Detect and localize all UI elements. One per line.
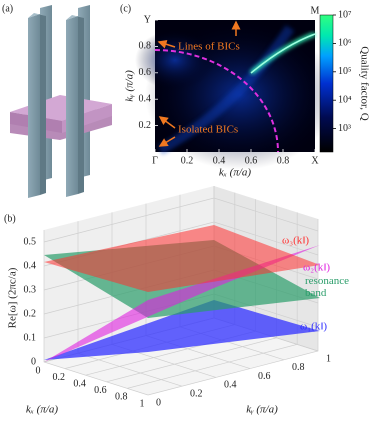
colorbar-label: Quality factor, Q <box>358 46 370 120</box>
series-label: ω₂(k‖) <box>303 262 330 274</box>
contour <box>154 49 279 153</box>
z-tick-label: 0.5 <box>24 236 37 247</box>
panel-label: (c) <box>120 3 131 14</box>
y-tick-label: 0.8 <box>139 41 152 52</box>
y-tick-label: 0.6 <box>139 67 152 78</box>
colorbar-tick-label: 10⁶ <box>338 38 352 49</box>
y-tick-label: 1 <box>326 353 331 364</box>
z-tick-label: 0.1 <box>24 332 37 343</box>
y-tick-label: 0.2 <box>190 388 203 399</box>
annotation-arrows <box>157 20 241 147</box>
y-axis-label: kᵧ (π/a) <box>246 404 278 416</box>
series-label: ω₁(k‖) <box>300 321 327 333</box>
colorbar-tick-label: 10⁵ <box>338 66 352 77</box>
z-axis-label: Re[ω] (2πc/a) <box>7 267 19 328</box>
bic-line <box>250 33 316 74</box>
colorbar-tick-label: 10⁴ <box>338 94 352 105</box>
y-axis-label: kᵧ (π/a) <box>124 70 136 102</box>
x-axis-label: kₓ (π/a) <box>219 167 251 179</box>
x-tick-label: 0.6 <box>94 385 107 396</box>
structure-illustration <box>10 5 112 198</box>
heatmap-panel <box>135 14 335 170</box>
z-tick-label: 0 <box>31 356 36 367</box>
z-tick-label: 0.3 <box>24 284 37 295</box>
heatmap-band <box>157 25 295 155</box>
x-tick-label: X <box>311 155 319 166</box>
y-tick-label: 0.4 <box>224 380 237 391</box>
x-tick-label: Γ <box>152 155 158 166</box>
colorbar-tick-label: 10³ <box>338 123 351 134</box>
x-tick-label: 0.2 <box>53 372 66 383</box>
y-tick-label: 0.6 <box>258 371 271 382</box>
series-label: ω₃(k‖) <box>282 235 309 247</box>
y-tick-label: 0 <box>156 397 161 408</box>
heatmap-glow <box>135 30 215 90</box>
z-tick-label: 0.4 <box>24 260 37 271</box>
y-tick-label: 0.4 <box>139 93 152 104</box>
colorbar <box>319 14 334 153</box>
surface <box>44 225 320 292</box>
x-tick-label: 0.4 <box>213 155 226 166</box>
panel-label: (b) <box>4 213 16 224</box>
annotation: Isolated BICs <box>178 124 238 136</box>
x-tick-label: 0.6 <box>245 155 258 166</box>
x-tick-label: 0.4 <box>73 378 86 389</box>
corner-label: M <box>311 5 320 16</box>
x-axis-label: kₓ (π/a) <box>26 404 58 416</box>
y-tick-label: Y <box>144 14 151 25</box>
surfaces <box>44 225 320 362</box>
x-tick-label: 0 <box>36 365 41 376</box>
x-tick-label: 1 <box>140 398 145 409</box>
panel-label: (a) <box>2 3 13 14</box>
y-tick-label: 0.2 <box>139 120 152 131</box>
y-tick-label: 0.8 <box>292 362 305 373</box>
z-tick-label: 0.2 <box>24 308 37 319</box>
x-tick-label: 0.8 <box>277 155 290 166</box>
x-tick-label: 0.8 <box>115 392 128 403</box>
surface <box>44 300 320 360</box>
x-tick-label: 0.2 <box>181 155 194 166</box>
series-label: resonance band <box>305 275 349 299</box>
annotation: Lines of BICs <box>178 41 240 53</box>
colorbar-tick-label: 10⁷ <box>338 9 352 20</box>
